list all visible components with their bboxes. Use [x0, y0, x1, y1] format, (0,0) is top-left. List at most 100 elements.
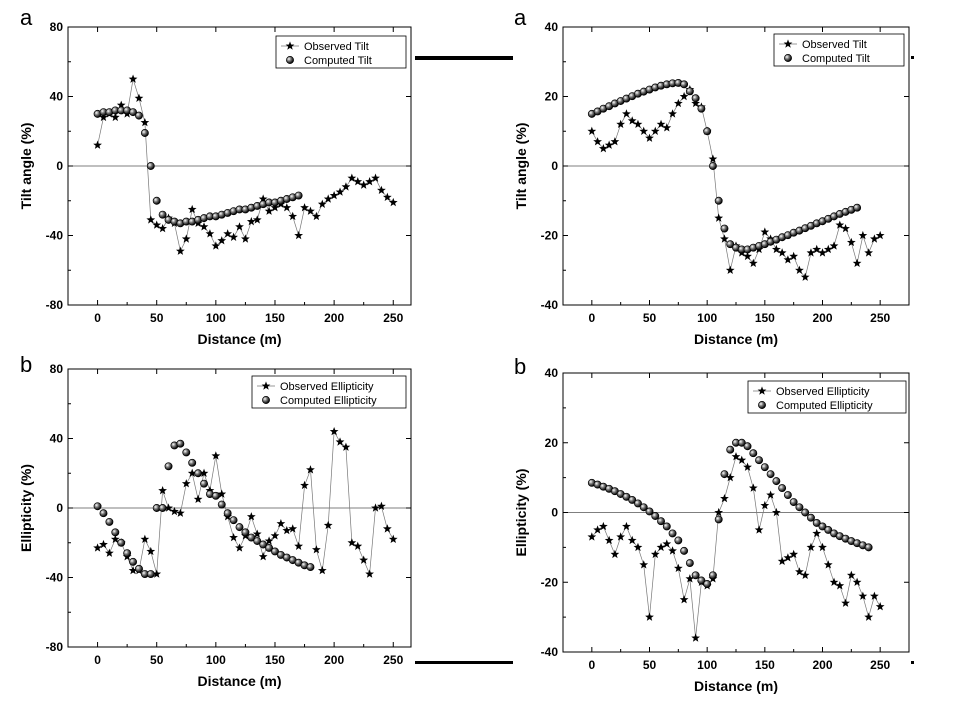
data-point: [235, 523, 244, 532]
data-point: [783, 553, 793, 562]
x-axis-label: Distance (m): [694, 331, 778, 347]
legend-box: [251, 375, 407, 409]
data-point: [714, 515, 723, 524]
data-point: [105, 548, 114, 557]
y-tick-label: -80: [46, 298, 64, 312]
data-point: [720, 234, 729, 243]
data-point: [110, 112, 120, 122]
x-tick-label: 200: [324, 311, 344, 325]
data-point: [175, 246, 185, 255]
data-point: [807, 513, 815, 522]
data-point: [335, 437, 345, 446]
data-point: [806, 542, 816, 552]
data-point: [673, 98, 683, 108]
y-tick-label: 80: [50, 20, 64, 34]
legend-marker: [286, 56, 294, 64]
data-point: [720, 224, 729, 233]
data-point: [128, 565, 138, 575]
data-point: [778, 484, 787, 493]
data-point: [341, 182, 351, 191]
y-tick-label: 0: [56, 501, 63, 515]
data-point: [662, 123, 672, 132]
data-point: [258, 194, 268, 203]
data-point: [801, 508, 810, 517]
data-point: [748, 258, 758, 268]
data-point: [288, 211, 298, 221]
data-point: [858, 591, 868, 600]
data-point: [158, 486, 167, 495]
legend-box: [747, 380, 907, 414]
legend-marker: [783, 39, 793, 48]
x-tick-label: 250: [870, 658, 890, 672]
data-point: [823, 244, 833, 254]
data-point: [377, 501, 386, 510]
legend-marker: [261, 381, 271, 390]
data-point: [616, 119, 626, 129]
x-tick-label: 0: [588, 311, 595, 325]
data-point: [217, 236, 227, 245]
data-point: [211, 451, 221, 460]
data-point: [111, 528, 120, 537]
data-point: [205, 229, 215, 238]
data-point: [604, 140, 614, 149]
data-point: [628, 495, 637, 504]
data-point: [382, 524, 392, 533]
data-point: [252, 215, 262, 224]
data-point: [193, 494, 203, 504]
x-tick-label: 100: [697, 658, 717, 672]
data-point: [846, 570, 856, 579]
data-point: [259, 540, 268, 549]
data-point: [645, 612, 654, 621]
data-point: [680, 80, 689, 89]
data-point: [235, 222, 244, 231]
data-point: [246, 512, 256, 521]
data-point: [708, 154, 718, 163]
y-tick-label: 0: [56, 159, 63, 173]
data-point: [140, 117, 150, 127]
data-point: [105, 517, 114, 526]
data-point: [294, 230, 304, 240]
data-point: [116, 100, 126, 109]
legend: Observed Tilt Computed Tilt: [275, 35, 407, 69]
data-point: [662, 522, 671, 531]
data-point: [317, 199, 327, 208]
data-point: [737, 438, 746, 447]
data-point: [708, 571, 717, 580]
data-point: [748, 483, 758, 492]
data-point: [829, 577, 839, 586]
data-point: [800, 570, 810, 579]
chart-panel-0: a -80 -40 0 40 80 0 50 100 150 200 250 Distance (m) T…: [18, 5, 412, 347]
data-point: [852, 577, 862, 586]
data-point: [656, 119, 666, 129]
data-point: [870, 591, 879, 600]
data-point: [731, 452, 741, 461]
data-point: [783, 491, 792, 500]
data-point: [795, 503, 804, 512]
data-point: [691, 98, 701, 108]
data-point: [265, 544, 274, 552]
data-point: [743, 462, 752, 471]
data-point: [294, 541, 304, 550]
y-tick-label: 0: [551, 159, 558, 173]
legend-label: Computed Tilt: [304, 55, 372, 67]
data-point: [760, 463, 769, 472]
x-axis-label: Distance (m): [197, 673, 281, 689]
data-point: [300, 203, 309, 212]
chart-panel-3: b -40 -20 0 20 40 0 50 100 150 200 250 Distance (m) E…: [513, 354, 910, 694]
legend-marker: [758, 401, 766, 409]
data-point: [812, 244, 822, 254]
data-point: [158, 210, 167, 219]
x-tick-label: 200: [812, 658, 832, 672]
data-point: [347, 538, 357, 547]
series-line: [97, 78, 394, 253]
data-point: [241, 528, 250, 537]
x-axis-label: Distance (m): [694, 678, 778, 694]
data-point: [789, 498, 798, 506]
data-point: [217, 500, 226, 509]
data-point: [795, 567, 804, 576]
data-point: [288, 524, 298, 533]
data-point: [211, 491, 220, 500]
data-point: [187, 468, 197, 477]
data-point: [691, 94, 700, 103]
data-point: [610, 549, 620, 559]
